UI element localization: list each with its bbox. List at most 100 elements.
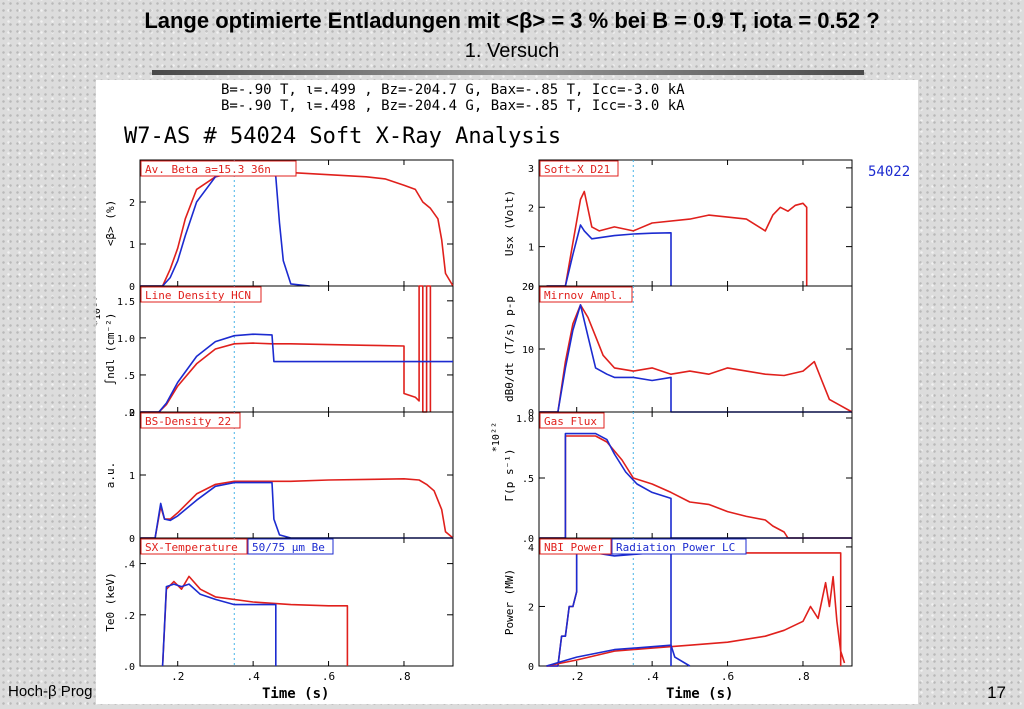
y-tick-label: 4: [528, 543, 534, 554]
series-line-red: [539, 435, 852, 539]
chart-frame: [538, 411, 853, 539]
series-line-blue: [546, 644, 691, 667]
x-axis-label-right: Time (s): [666, 686, 733, 702]
series-line-red: [140, 169, 454, 287]
chart-title-box: [140, 160, 297, 177]
y-tick-label: 20: [522, 282, 534, 293]
y-axis-label: Te0 (keV): [104, 572, 117, 632]
y-tick-label: 2: [129, 198, 135, 209]
series-line-blue: [140, 333, 453, 413]
chart-title-box: [140, 538, 248, 555]
figure-title: W7-AS # 54024 Soft X-Ray Analysis: [124, 124, 561, 149]
page-number: 17: [987, 683, 1006, 702]
series-line-red: [539, 304, 853, 413]
chart-title2: Radiation Power LC: [616, 541, 735, 554]
y-tick-label: .2: [123, 611, 135, 622]
shot-compare-label: 54022: [868, 164, 910, 180]
x-tick-label: .8: [397, 670, 410, 683]
y-axis-label: a.u.: [104, 462, 117, 489]
chart-frame: [139, 411, 454, 539]
plot-area: 012<β> (%)Av. Beta a=15.3 36n.0.51.01.5∫…: [92, 159, 853, 683]
chart-beta: 0 1 2 <β> (%) Av. Beta a=15.3 36n: [104, 159, 454, 293]
y-tick-label: 2: [528, 203, 534, 214]
chart-title2: 50/75 μm Be: [252, 541, 325, 554]
series-line-red: [140, 285, 432, 413]
chart-title: Av. Beta a=15.3 36n: [145, 163, 271, 176]
chart-sx_temp: .0 .2 .4 .2 .4 .6 .8 Te0 (keV) SX-Temperature 50/…: [104, 537, 454, 683]
y-tick-label: 0: [528, 408, 534, 419]
y-axis-label: Usx (Volt): [503, 190, 516, 256]
series-line-blue: [546, 224, 672, 287]
figure-header-line1: B=-.90 T, ι=.499 , Bz=-204.7 G, Bax=-.85…: [221, 82, 685, 98]
y-tick-label: 1: [528, 243, 534, 254]
y-tick-label: 3: [528, 164, 534, 175]
x-tick-label: .6: [721, 670, 734, 683]
chart-title-box: [539, 538, 612, 555]
y-axis-exponent: *10²²: [491, 422, 502, 452]
chart-mirnov: 0 10 20 dBθ/dt (T/s) p-p Mirnov Ampl.: [503, 282, 853, 419]
y-tick-label: 10: [522, 345, 534, 356]
y-tick-label: 1: [129, 471, 135, 482]
chart-frame: [139, 537, 454, 667]
x-tick-label: .4: [247, 670, 261, 683]
chart-title-box: [539, 286, 633, 303]
chart-title2-box: [247, 538, 334, 555]
chart-title: Soft-X D21: [544, 163, 610, 176]
y-tick-label: 0: [528, 282, 534, 293]
y-tick-label: .0: [123, 408, 135, 419]
x-tick-label: .6: [322, 670, 335, 683]
chart-title: SX-Temperature: [145, 541, 238, 554]
series-line-blue: [546, 552, 672, 667]
figure-header-line2: B=-.90 T, ι=.498 , Bz=-204.4 G, Bax=-.85…: [221, 98, 685, 114]
y-tick-label: .4: [123, 560, 135, 571]
series-line-blue: [539, 432, 852, 539]
y-tick-label: .5: [522, 474, 534, 485]
chart-density: .0 .5 1.0 1.5∫ndl (cm⁻²)*10¹⁶ Line Density H…: [92, 285, 454, 419]
chart-title-box: [539, 160, 619, 177]
y-tick-label: .0: [522, 534, 534, 545]
series-line-red: [546, 575, 846, 667]
slide-subtitle: 1. Versuch: [464, 40, 560, 62]
x-tick-label: .2: [171, 670, 184, 683]
y-tick-label: 1.0: [117, 334, 135, 345]
y-axis-label: Γ(p s⁻¹): [503, 449, 516, 502]
chart-frame: [139, 285, 454, 413]
chart-title: Gas Flux: [544, 415, 597, 428]
y-tick-label: 1: [129, 240, 135, 251]
x-axis-label-left: Time (s): [262, 686, 329, 702]
y-tick-label: 0: [129, 534, 135, 545]
y-tick-label: 2: [528, 602, 534, 613]
x-tick-label: .4: [646, 670, 660, 683]
x-tick-label: .8: [796, 670, 809, 683]
chart-title2-box: [611, 538, 747, 555]
y-tick-label: 2: [129, 408, 135, 419]
y-axis-label: <β> (%): [104, 200, 117, 246]
series-line-blue: [161, 583, 277, 667]
series-line-red: [161, 575, 349, 667]
soft-xray-figure: B=-.90 T, ι=.499 , Bz=-204.7 G, Bax=-.85…: [92, 82, 910, 702]
chart-title: Line Density HCN: [145, 289, 251, 302]
chart-title-box: [539, 412, 605, 429]
chart-title-box: [140, 286, 262, 303]
series-line-blue: [539, 304, 852, 413]
chart-bs_density: 0 1 2 a.u. BS-Density 22: [104, 408, 454, 545]
chart-frame: [538, 159, 853, 287]
y-tick-label: 1.5: [117, 297, 135, 308]
footer-left: Hoch-β Prog: [8, 683, 93, 700]
y-tick-label: 1.0: [516, 414, 534, 425]
chart-power: 0 2 4 .2 .4 .6 .8 Power (MW) NBI Power Radiation …: [503, 537, 853, 683]
title-divider: [152, 70, 864, 75]
chart-title-box: [140, 412, 241, 429]
series-line-red: [546, 190, 808, 287]
chart-frame: [538, 285, 853, 413]
series-line-blue: [140, 481, 453, 539]
y-axis-label: Power (MW): [503, 569, 516, 635]
y-tick-label: .5: [123, 371, 135, 382]
chart-title: NBI Power: [544, 541, 604, 554]
y-axis-label: ∫ndl (cm⁻²): [104, 313, 117, 386]
y-tick-label: 0: [129, 282, 135, 293]
y-axis-label: dBθ/dt (T/s) p-p: [503, 296, 516, 402]
chart-soft_x: 0 1 2 3 Usx (Volt) Soft-X D21: [503, 159, 853, 293]
y-tick-label: .0: [123, 662, 135, 673]
figure-panel: B=-.90 T, ι=.499 , Bz=-204.7 G, Bax=-.85…: [92, 80, 918, 704]
